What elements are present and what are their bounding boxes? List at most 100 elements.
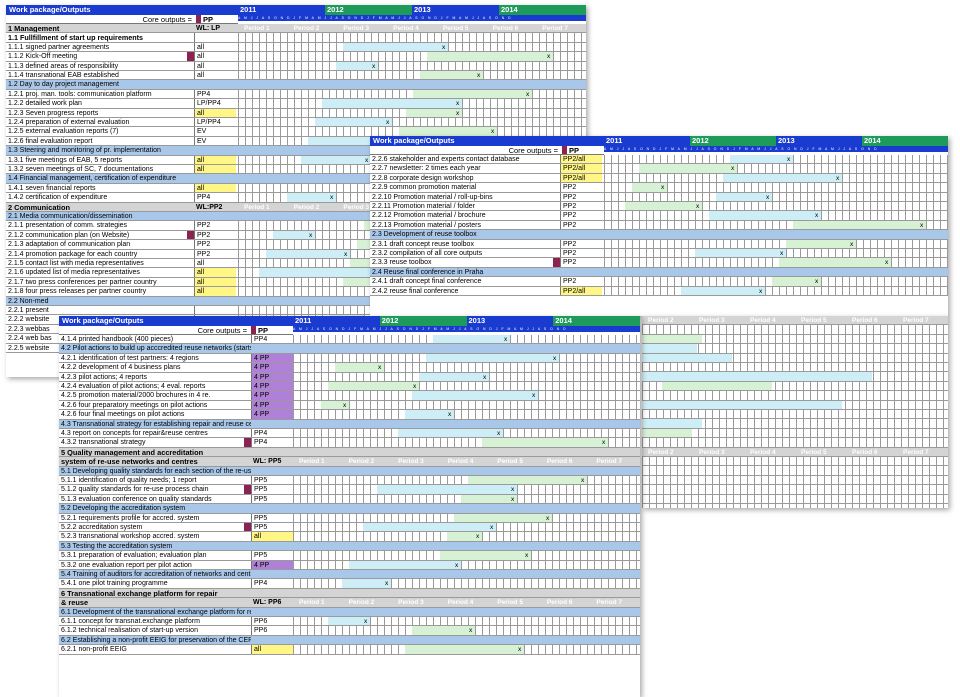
milestone-mark: x	[836, 174, 840, 182]
row-label: 2 Communication	[8, 202, 71, 211]
year-header: 2012	[379, 316, 467, 326]
row-label: 2.2.10 Promotion material / roll-up-bins	[372, 193, 493, 201]
milestone-mark: x	[330, 194, 334, 202]
timeline-bar	[427, 52, 553, 61]
row-label: 2.4 Reuse final conference in Praha	[372, 268, 484, 276]
responsible-partner: 4 PP	[251, 363, 293, 372]
row-label: 2.2.9 common promotion material	[372, 184, 477, 192]
responsible-partner: 4 PP	[251, 391, 293, 400]
milestone-mark: x	[343, 401, 347, 409]
table-row: Period 1 Period 2 Period 3 Period 4 Period 5…	[6, 24, 586, 34]
flag-marker	[244, 485, 251, 494]
year-header: 2011	[293, 316, 380, 326]
table-row: 1.2.2 detailed work plan LP/PP4 x	[6, 99, 586, 109]
responsible-partner: LP/PP4	[194, 99, 236, 108]
responsible-partner: PP4	[251, 429, 293, 438]
row-label: 4.3 Transnational strategy for establish…	[61, 420, 251, 428]
table-row: Period 1 Period 2 Period 3 Period 4 Period 5…	[59, 457, 640, 467]
gantt-sheet-pilot-actions: Work package/Outputs Core outputs = PP 2…	[59, 316, 640, 697]
table-row: 5.3 Testing the accreditation system	[59, 541, 640, 552]
responsible-partner: EV	[194, 127, 236, 136]
year-header: 2014	[553, 316, 640, 326]
timeline-bar	[363, 523, 496, 532]
responsible-partner: PP6	[251, 626, 293, 635]
row-label: 1.3 Steering and monitoring of pr. imple…	[8, 147, 161, 155]
period-label: Period 7	[903, 317, 929, 324]
responsible-partner: PP2	[560, 258, 602, 267]
timeline-bar	[328, 617, 370, 626]
period-label: Period 7	[542, 25, 568, 32]
table-row: 2.2 Non-med	[6, 296, 586, 306]
row-label: 5.1.3 evaluation conference on quality s…	[61, 495, 212, 503]
responsible-partner: PP4	[194, 89, 236, 99]
responsible-partner: EV	[194, 136, 236, 146]
responsible-partner: PP2	[560, 183, 602, 192]
row-label: 2.2.5 website	[8, 344, 50, 352]
table-row: 4.2 Pilot actions to build up acccredite…	[59, 344, 640, 354]
table-row: 4.2.6 four final meetings on pilot actio…	[59, 410, 640, 420]
responsible-partner: all	[194, 277, 236, 287]
table-row: 5.4.1 one pilot training programme PP4 x	[59, 579, 640, 589]
timeline-bar	[482, 438, 608, 447]
responsible-partner: all	[194, 108, 236, 117]
row-label: 2.2.11 Promotion material / folder	[372, 203, 475, 210]
table-row: Period 1 Period 2 Period 3 Period 4 Period 5…	[59, 598, 640, 608]
period-label: Period 3	[343, 203, 370, 211]
timeline-bar	[412, 626, 475, 635]
table-row: 2.3.2 compilation of all core outputs PP2…	[370, 249, 948, 259]
milestone-mark: x	[483, 373, 487, 381]
row-label: 6.2 Establishing a non-profit EEIG for p…	[61, 636, 251, 644]
responsible-partner: PP2/all	[560, 164, 602, 173]
row-label: 2.2.1 present	[8, 307, 49, 314]
milestone-mark: x	[413, 383, 417, 390]
milestone-mark: x	[511, 486, 515, 494]
period-label: Period 2	[648, 448, 674, 456]
row-label: 5.3.2 one evaluation report per pilot ac…	[61, 561, 192, 569]
timeline-bar	[642, 428, 692, 438]
timeline-bar	[642, 353, 732, 362]
responsible-partner: 4 PP	[251, 353, 293, 363]
year-header: 2013	[466, 316, 554, 326]
row-label: 5.1.1 identification of quality needs; 1…	[61, 477, 197, 484]
table-row: 2.4 Reuse final conference in Praha	[370, 267, 948, 278]
timeline-bar	[321, 400, 349, 410]
milestone-mark: x	[815, 278, 819, 286]
row-label: 1.2.5 external evaluation reports (7)	[8, 128, 119, 136]
table-row: 1.1.3 defined areas of responsibility all…	[6, 61, 586, 71]
period-label: Period 3	[699, 448, 725, 456]
responsible-partner: PP2	[560, 277, 602, 286]
table-row	[642, 382, 948, 392]
table-row: 1.2.1 proj. man. tools: communication pl…	[6, 89, 586, 100]
row-label: 2.3.1 draft concept reuse toolbox	[372, 240, 474, 248]
milestone-mark: x	[372, 62, 376, 70]
table-row: 5.3.2 one evaluation report per pilot ac…	[59, 560, 640, 570]
row-label: 2.1.2 communication plan (on Website)	[8, 231, 130, 239]
responsible-partner	[194, 306, 236, 315]
row-label: 6.1 Development of the transnational exc…	[61, 608, 251, 616]
table-row: 1.1.2 Kick-Off meeting all x	[6, 52, 586, 62]
period-label: Period 2	[348, 458, 375, 466]
responsible-partner: all	[251, 532, 293, 541]
milestone-mark: x	[386, 119, 390, 126]
row-label: 2.1 Media communication/dissemination	[8, 213, 133, 220]
row-label: 4.2.2 development of 4 business plans	[61, 364, 181, 372]
milestone-mark: x	[815, 212, 819, 220]
row-label: 1.3.2 seven meetings of SC, 7 documentat…	[8, 166, 154, 173]
table-row: 1.1.4 transnational EAB established all x	[6, 71, 586, 81]
table-row: 2.3.1 draft concept reuse toolbox PP2 x	[370, 239, 948, 249]
responsible-partner: PP4	[194, 193, 236, 202]
timeline-bar	[399, 127, 497, 136]
period-band: Period 2 Period 3 Period 4 Period 5 Period 6…	[642, 316, 948, 326]
responsible-partner: PP5	[251, 551, 293, 560]
row-label: 1.1.3 defined areas of responsibility	[8, 62, 119, 70]
table-row: 4.3.2 transnational strategy PP4 x	[59, 438, 640, 448]
timeline-bar	[639, 164, 737, 173]
table-row: 5.4 Training of auditors for accreditati…	[59, 570, 640, 580]
period-label: Period 1	[299, 458, 325, 466]
row-label: 2.1.6 updated list of media representati…	[8, 269, 140, 277]
responsible-partner: PP4	[251, 335, 293, 344]
milestone-mark: x	[759, 287, 763, 295]
milestone-mark: x	[920, 221, 924, 229]
period-label: Period 4	[750, 317, 776, 324]
table-row	[642, 457, 948, 467]
